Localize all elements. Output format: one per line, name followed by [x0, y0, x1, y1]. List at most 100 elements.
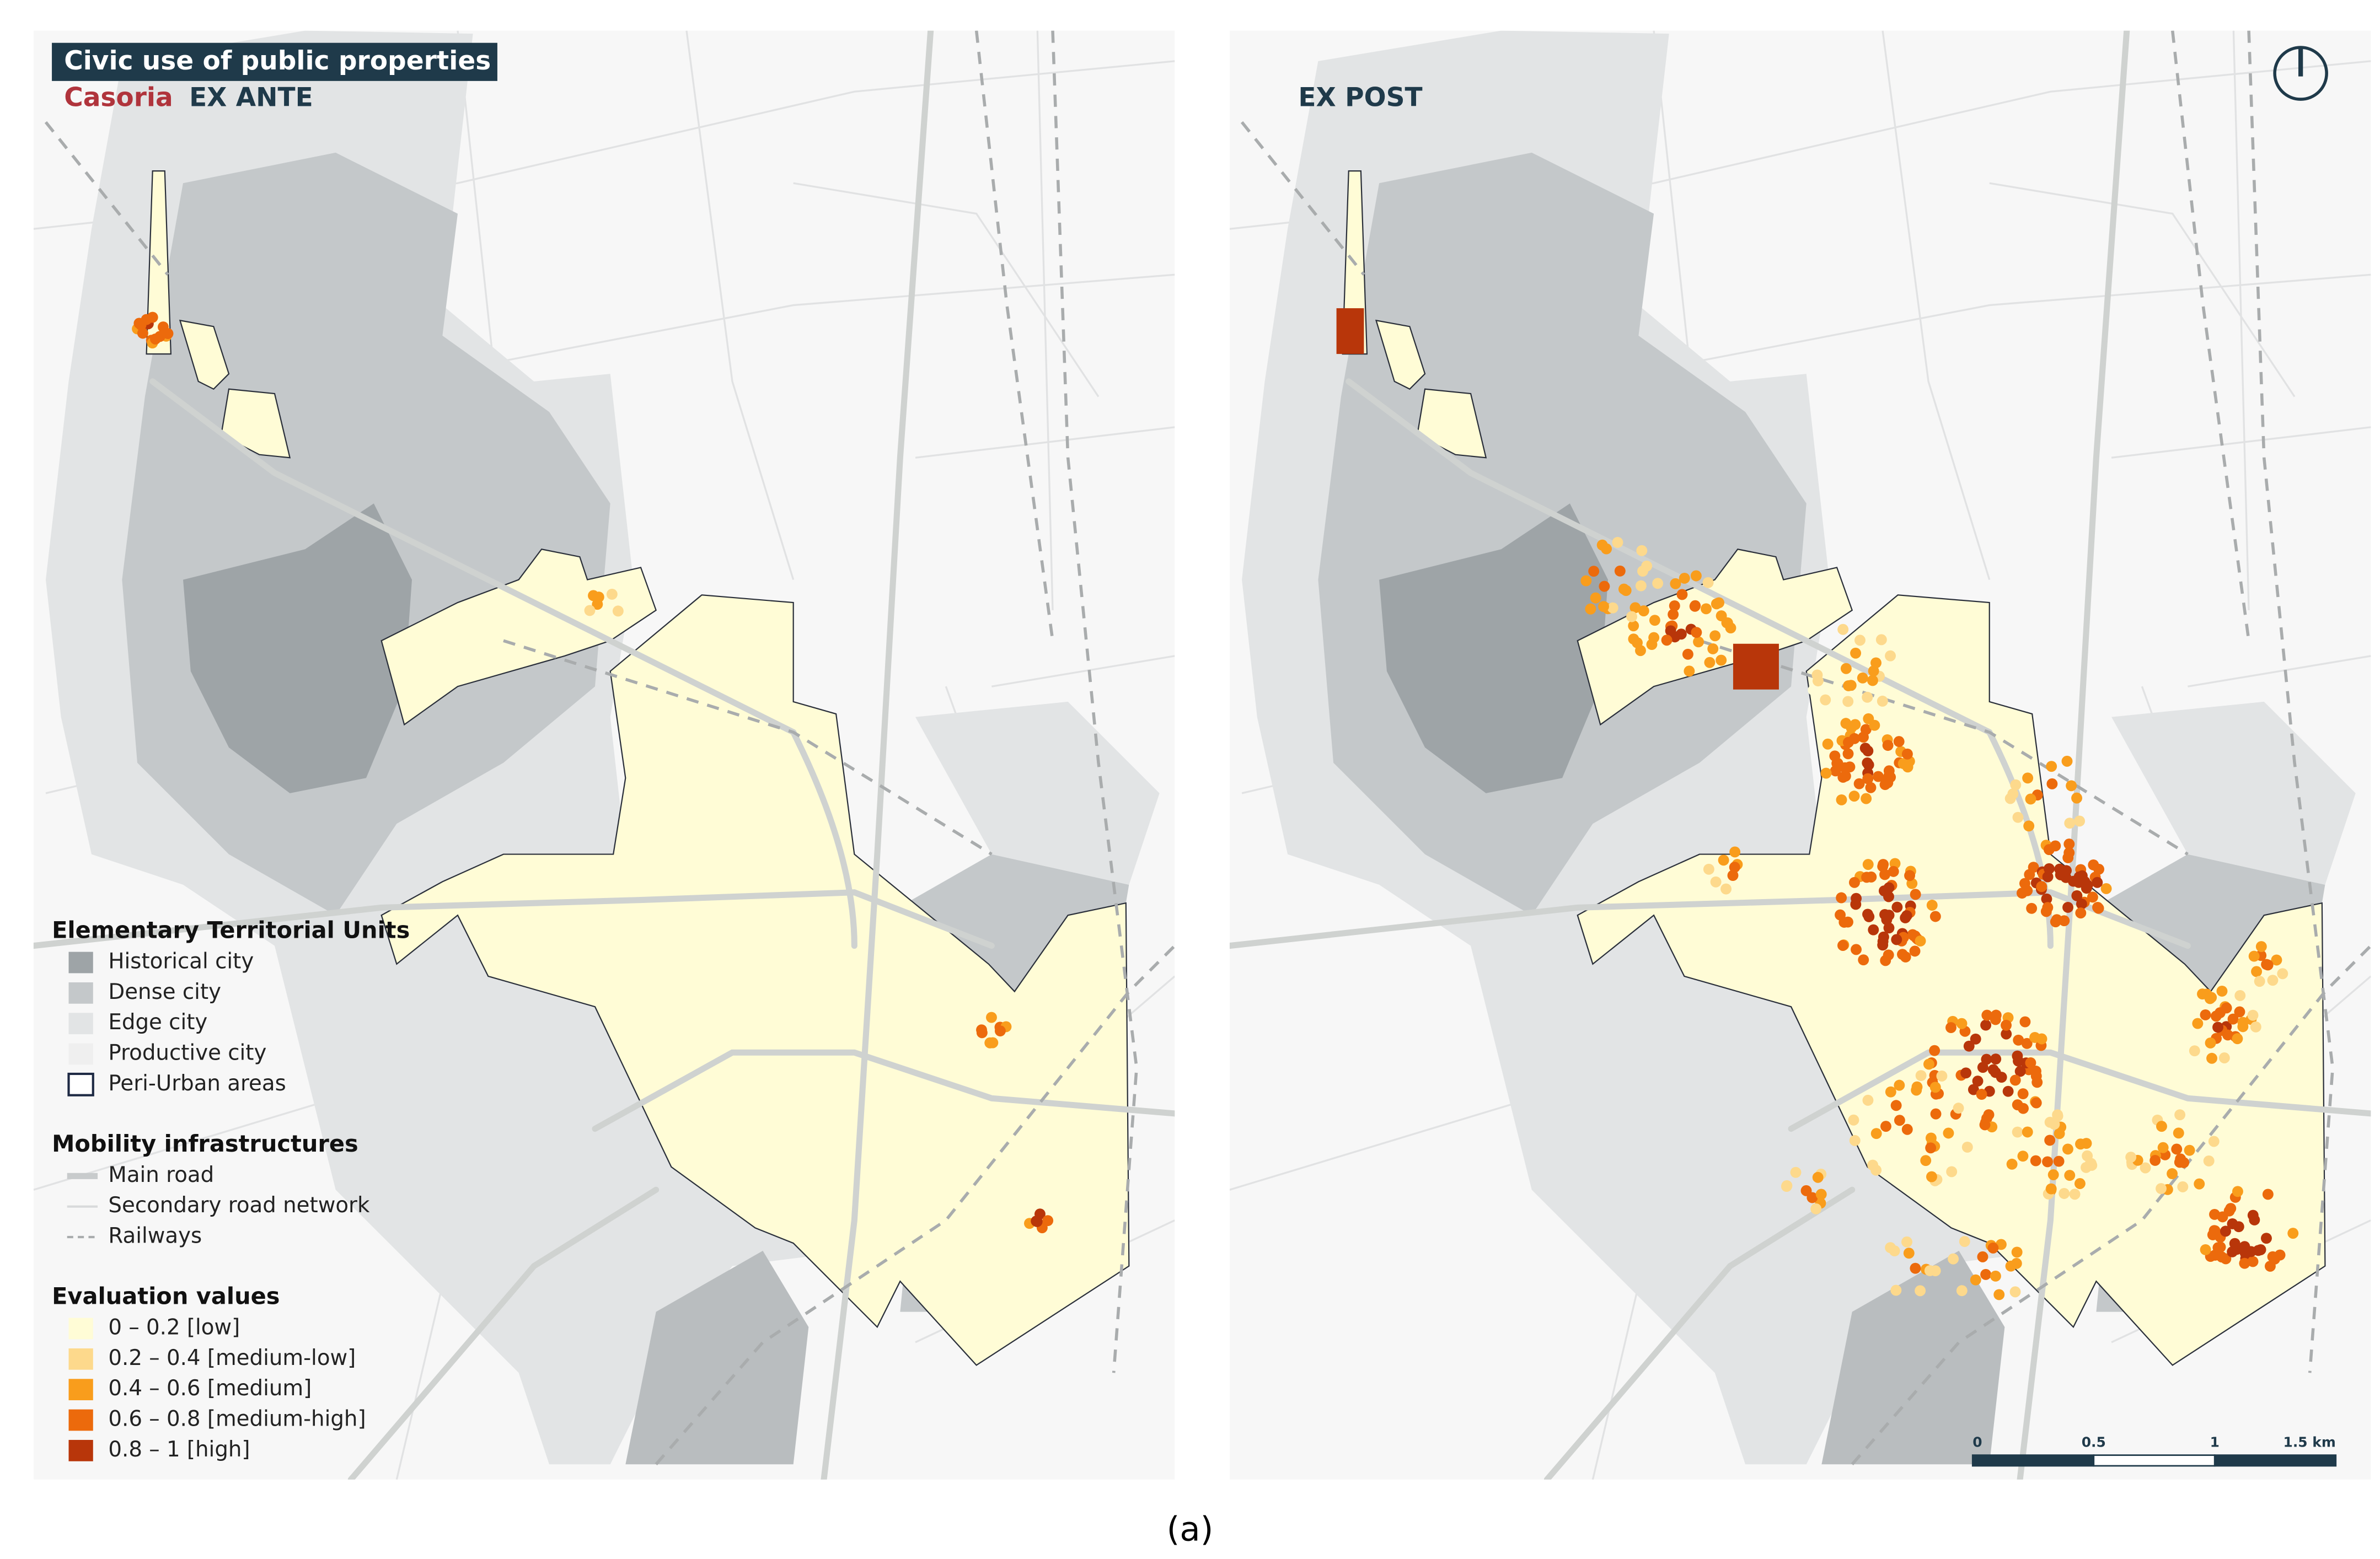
hotspot-cell: [1956, 1018, 1968, 1029]
hotspot-cell: [1853, 778, 1865, 789]
hotspot-cell: [1862, 859, 1874, 870]
hotspot-cell: [2045, 1183, 2057, 1195]
hotspot-cell: [1893, 736, 1905, 748]
hotspot-cell: [2178, 1157, 2190, 1168]
hotspot-cell: [1877, 939, 1889, 951]
hotspot-cell: [2227, 1013, 2239, 1025]
legend-swatch: [68, 1348, 93, 1370]
hotspot-cell: [1915, 1285, 1926, 1297]
hotspot-cell: [2247, 1209, 2259, 1221]
legend-swatch: [68, 1318, 93, 1340]
hotspot-cell: [2174, 1109, 2186, 1121]
hotspot-cell: [1862, 773, 1874, 784]
hotspot-cell: [1665, 625, 1676, 637]
hotspot-cell: [1873, 771, 1884, 782]
hotspot-cell: [2046, 778, 2058, 789]
hotspot-cell: [2220, 1225, 2231, 1237]
hotspot-cell: [1676, 589, 1688, 600]
hotspot-cell: [1883, 949, 1894, 961]
hotspot-cell: [1638, 605, 1649, 617]
hotspot-cell: [1849, 877, 1860, 888]
caption: (a): [1167, 1510, 1214, 1549]
hotspot-cell: [1704, 657, 1716, 668]
hotspot-cell: [2064, 818, 2076, 829]
hotspot-cell: [584, 605, 596, 616]
map-panel-ex-post: [1230, 31, 2371, 1480]
hotspot-cell: [1980, 1019, 1992, 1031]
hotspot-cell: [1981, 1009, 1993, 1021]
hotspot-cell: [1904, 870, 1916, 881]
hotspot-cell: [1926, 900, 1938, 911]
hotspot-cell: [1923, 1058, 1934, 1070]
hotspot-cell: [1727, 870, 1739, 881]
hotspot-cell: [1607, 602, 1618, 614]
hotspot-cell: [2071, 792, 2083, 804]
hotspot-cell: [2081, 883, 2092, 894]
hotspot-cell: [2125, 1152, 2137, 1163]
hotspot-cell: [1812, 1171, 1824, 1183]
hotspot-cell: [1850, 719, 1861, 730]
hotspot-cell: [2250, 1021, 2261, 1033]
hotspot-cell: [1901, 1123, 1913, 1135]
hotspot-cell: [1690, 600, 1701, 611]
hotspot-cell: [1869, 719, 1880, 731]
hotspot-cell: [1929, 1082, 1941, 1093]
legend-label: Historical city: [108, 949, 254, 974]
hotspot-cell: [2042, 1156, 2053, 1168]
legend-label: Main road: [108, 1163, 214, 1187]
hotspot-cell: [2087, 891, 2098, 903]
hotspot-cell: [2234, 1006, 2245, 1018]
hotspot-cell: [2053, 1155, 2065, 1167]
hotspot-cell: [1707, 643, 1719, 654]
hotspot-cell: [2040, 906, 2052, 917]
hotspot-cell: [1720, 883, 1732, 895]
hotspot-cell: [2204, 993, 2216, 1004]
hotspot-cell: [1862, 757, 1873, 768]
hotspot-cell: [2044, 1135, 2056, 1146]
hotspot-cell: [1910, 889, 1921, 900]
hotspot-cell: [1963, 1040, 1975, 1052]
hotspot-cell: [2140, 1162, 2151, 1174]
hotspot-cell: [1882, 774, 1893, 786]
legend-label: Peri-Urban areas: [108, 1071, 286, 1096]
hotspot-cell: [1635, 580, 1647, 592]
hotspot-cell: [2167, 1168, 2178, 1179]
legend-label: 0.6 – 0.8 [medium-high]: [108, 1406, 366, 1431]
hotspot-cell: [1851, 944, 1862, 955]
hotspot-cell: [1599, 580, 1610, 592]
hotspot-cell: [1845, 680, 1857, 691]
hotspot-cell: [2017, 1151, 2029, 1162]
hotspot-cell: [1878, 859, 1889, 870]
title-box: [52, 42, 497, 81]
hotspot-cell: [1590, 592, 1601, 604]
hotspot-cell: [2062, 901, 2074, 913]
hotspot-cell: [2001, 1028, 2012, 1040]
hotspot-cell: [1862, 1094, 1874, 1106]
hotspot-cell: [2082, 1150, 2093, 1162]
legend-label: 0.2 – 0.4 [medium-low]: [108, 1346, 356, 1370]
hotspot-cell: [2271, 954, 2282, 966]
hotspot-cell: [1956, 1285, 1968, 1297]
hotspot-cell: [1885, 650, 1896, 662]
hotspot-cell: [2214, 1007, 2226, 1018]
hotspot-cell: [2042, 871, 2054, 883]
hotspot-cell: [2156, 1121, 2167, 1132]
hotspot-cell: [1868, 924, 1879, 936]
hotspot-cell: [1946, 1166, 1958, 1178]
legend-swatch: [68, 1379, 93, 1401]
hotspot-cell: [1850, 647, 1862, 659]
hotspot-cell: [1902, 761, 1913, 773]
hotspot-cell: [2254, 976, 2265, 987]
hotspot-cell: [1842, 748, 1854, 760]
hotspot-cell: [2012, 1126, 2023, 1138]
legend-label: Edge city: [108, 1010, 207, 1035]
hotspot-cell: [612, 605, 624, 617]
hotspot-cell: [1837, 772, 1849, 783]
legend-section-title: Mobility infrastructures: [52, 1130, 358, 1157]
hotspot-cell: [2232, 1186, 2243, 1197]
legend-swatch: [67, 1072, 94, 1096]
hotspot-cell: [1649, 615, 1660, 626]
hotspot-cell: [2012, 1099, 2023, 1111]
hotspot-cell: [1987, 1242, 1999, 1254]
hotspot-cell: [1848, 1114, 1859, 1126]
